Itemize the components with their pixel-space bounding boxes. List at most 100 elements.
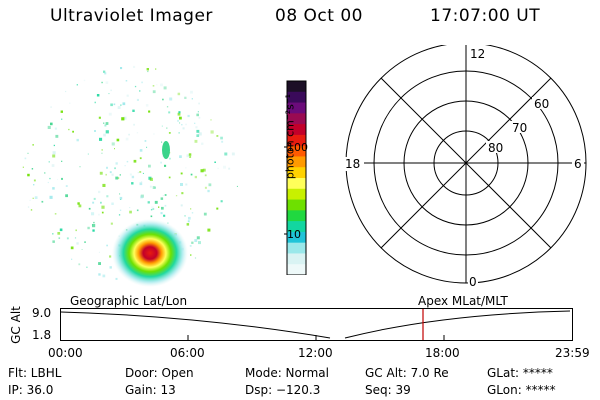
speckle-dot: [228, 167, 231, 170]
instrument-title: Ultraviolet Imager: [50, 6, 213, 26]
speckle-dot: [123, 116, 127, 120]
speckle-dot: [210, 130, 214, 134]
speckle-dot: [210, 119, 212, 121]
status-gain: Gain: 13: [125, 383, 176, 397]
speckle-dot: [158, 206, 160, 208]
speckle-dot: [188, 153, 192, 156]
speckle-dot: [52, 240, 55, 243]
timeline-right-caption: Apex MLat/MLT: [418, 294, 508, 308]
speckle-dot: [100, 201, 102, 204]
speckle-dot: [136, 209, 139, 212]
speckle-dot: [68, 128, 70, 131]
speckle-dot: [152, 90, 156, 94]
speckle-dot: [131, 175, 135, 179]
speckle-dot: [190, 90, 193, 94]
speckle-dot: [111, 202, 114, 205]
color-bar: [284, 80, 307, 275]
speckle-dot: [49, 177, 51, 180]
speckle-dot: [194, 122, 196, 124]
speckle-dot: [47, 181, 49, 184]
speckle-dot: [126, 94, 129, 97]
speckle-dot: [110, 103, 113, 107]
speckle-dot: [57, 232, 61, 235]
speckle-dot: [118, 214, 121, 216]
speckle-dot: [118, 177, 120, 179]
colorbar-band: [287, 242, 306, 254]
speckle-dot: [144, 140, 147, 142]
speckle-dot: [58, 237, 61, 239]
speckle-dot: [136, 98, 139, 101]
speckle-dot: [84, 241, 86, 243]
speckle-dot: [61, 118, 63, 120]
speckle-dot: [154, 200, 158, 204]
colorbar-band: [287, 113, 306, 125]
colorbar-band: [287, 91, 306, 104]
speckle-dot: [30, 209, 33, 211]
speckle-dot: [161, 125, 163, 127]
speckle-dot: [47, 125, 51, 129]
speckle-dot: [69, 102, 71, 104]
speckle-dot: [105, 173, 107, 176]
speckle-dot: [101, 211, 104, 214]
speckle-dot: [59, 228, 63, 232]
speckle-dot: [110, 222, 113, 225]
speckle-dot: [120, 198, 122, 200]
speckle-dot: [169, 157, 171, 160]
speckle-dot: [196, 113, 199, 117]
status-dsp: Dsp: −120.3: [245, 383, 321, 397]
speckle-dot: [109, 255, 112, 258]
speckle-dot: [181, 124, 183, 126]
speckle-dot: [184, 215, 186, 217]
speckle-dot: [76, 242, 79, 245]
status-mode: Mode: Normal: [245, 366, 329, 380]
speckle-dot: [191, 98, 193, 100]
lat-label-60: 60: [534, 97, 549, 111]
speckle-dot: [194, 175, 197, 179]
speckle-dot: [91, 212, 95, 216]
speckle-dot: [99, 171, 103, 175]
speckle-dot: [120, 67, 123, 70]
speckle-dot: [126, 160, 129, 163]
speckle-dot: [164, 204, 167, 207]
date-label: 08 Oct 00: [275, 6, 363, 26]
timeline-x-tick-0600: 06:00: [170, 346, 205, 360]
speckle-dot: [179, 122, 181, 124]
aurora-spot: [162, 141, 170, 159]
speckle-dot: [75, 229, 77, 232]
speckle-dot: [50, 122, 53, 126]
speckle-dot: [178, 111, 181, 114]
speckle-dot: [98, 262, 101, 265]
colorbar-band: [287, 102, 306, 114]
speckle-dot: [200, 169, 204, 173]
speckle-dot: [98, 251, 100, 253]
speckle-dot: [180, 204, 183, 207]
speckle-dot: [148, 110, 151, 113]
colorbar-band: [287, 124, 306, 136]
speckle-dot: [60, 110, 63, 113]
speckle-dot: [168, 111, 171, 114]
speckle-dot: [125, 137, 129, 141]
speckle-dot: [184, 96, 187, 99]
speckle-dot: [98, 116, 101, 119]
colorbar-band: [287, 178, 306, 190]
speckle-dot: [166, 106, 169, 108]
speckle-dot: [92, 224, 96, 228]
colorbar-tick-100: 100: [287, 141, 308, 154]
status-seq: Seq: 39: [365, 383, 411, 397]
speckle-dot: [65, 90, 67, 93]
speckle-dot: [129, 173, 132, 176]
speckle-dot: [166, 127, 168, 129]
speckle-dot: [236, 185, 238, 187]
aurora-hotspot: [112, 219, 188, 287]
speckle-dot: [160, 197, 164, 200]
speckle-dot: [55, 134, 59, 138]
status-glat: GLat: *****: [487, 366, 553, 380]
speckle-dot: [141, 81, 143, 84]
speckle-dot: [101, 81, 103, 84]
speckle-dot: [110, 89, 112, 92]
speckle-dot: [128, 133, 130, 136]
speckle-dot: [207, 189, 210, 193]
speckle-dot: [94, 101, 96, 104]
timeline-left-caption: Geographic Lat/Lon: [70, 294, 188, 308]
speckle-dot: [204, 174, 207, 177]
